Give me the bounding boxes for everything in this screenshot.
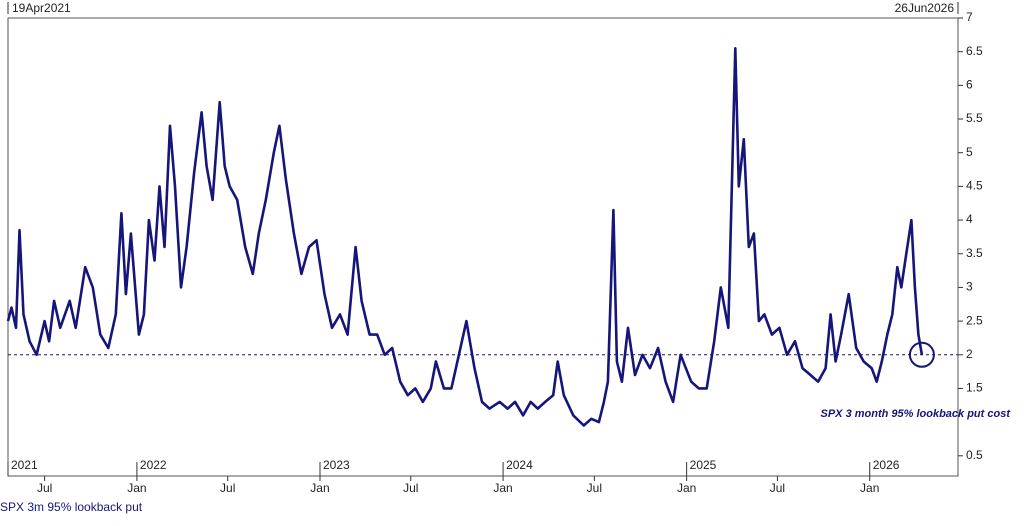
highlight-circle (908, 341, 935, 368)
x-range-label: 26Jun2026 (895, 1, 955, 15)
year-label: 2023 (323, 458, 350, 472)
y-tick-label: 2 (966, 347, 973, 361)
x-tick-label: Jul (770, 481, 785, 495)
x-tick-label: Jan (677, 481, 696, 495)
x-tick-label: Jul (403, 481, 418, 495)
year-label: 2025 (690, 458, 717, 472)
legend-label: SPX 3m 95% lookback put (0, 500, 143, 514)
y-tick-label: 3.5 (966, 246, 983, 260)
y-tick-label: 5.5 (966, 111, 983, 125)
x-tick-label: Jan (860, 481, 879, 495)
x-tick-label: Jan (127, 481, 146, 495)
data-line (6, 47, 924, 427)
y-tick-label: 2.5 (966, 313, 983, 327)
y-tick-label: 4.5 (966, 179, 983, 193)
year-label: 2024 (506, 458, 533, 472)
year-label: 2021 (11, 458, 38, 472)
annotation: SPX 3 month 95% lookback put cost (821, 408, 1012, 420)
y-tick-label: 1.5 (966, 381, 983, 395)
y-tick-label: 6.5 (966, 44, 983, 58)
year-label: 2026 (873, 458, 900, 472)
y-tick-label: 6 (966, 78, 973, 92)
x-tick-label: Jan (493, 481, 512, 495)
x-range-label: 19Apr2021 (12, 1, 71, 15)
y-tick-label: 3 (966, 280, 973, 294)
y-tick-label: 7 (966, 10, 973, 24)
x-tick-label: Jul (220, 481, 235, 495)
year-label: 2022 (140, 458, 167, 472)
y-tick-label: 5 (966, 145, 973, 159)
y-tick-label: 4 (966, 212, 973, 226)
x-tick-label: Jul (37, 481, 52, 495)
x-tick-label: Jan (310, 481, 329, 495)
plot-frame (7, 17, 959, 477)
y-tick-label: 0.5 (966, 448, 983, 462)
x-tick-label: Jul (587, 481, 602, 495)
